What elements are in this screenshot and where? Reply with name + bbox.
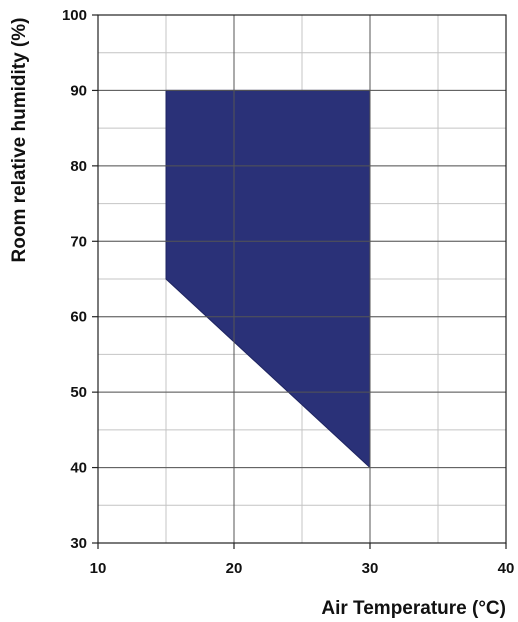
plot-frame (97, 14, 507, 544)
y-tick-label: 90 (70, 82, 87, 99)
y-tick-label: 60 (70, 309, 87, 326)
y-axis-title: Room relative humidity (%) (9, 18, 30, 263)
x-axis-title: Air Temperature (°C) (321, 598, 506, 619)
y-tick-label: 70 (70, 233, 87, 250)
x-tick-label: 40 (498, 560, 515, 577)
x-tick-label: 30 (362, 560, 379, 577)
operating-region-0 (165, 89, 371, 469)
y-tick-label: 80 (70, 158, 87, 175)
x-tick-labels: 10 20 30 40 (90, 560, 515, 577)
y-tick-labels: 30 40 50 60 70 80 90 100 (62, 7, 87, 552)
x-tick-label: 10 (90, 560, 107, 577)
region-layer (165, 89, 371, 469)
y-tick-label: 50 (70, 384, 87, 401)
y-tick-label: 30 (70, 535, 87, 552)
y-tick-label: 100 (62, 7, 87, 24)
axis-frame (92, 14, 507, 549)
y-tick-label: 40 (70, 460, 87, 477)
x-tick-label: 20 (226, 560, 243, 577)
